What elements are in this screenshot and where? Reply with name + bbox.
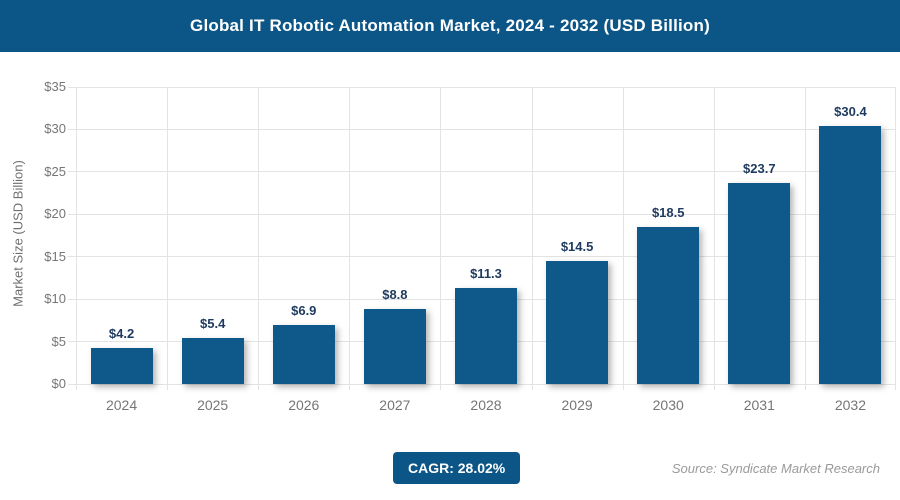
bar-value-label: $30.4 (834, 104, 867, 120)
cagr-badge: CAGR: 28.02% (393, 452, 521, 484)
y-axis-tick-label: $10 (44, 291, 66, 307)
horizontal-gridline (68, 171, 896, 173)
vertical-gridline (622, 87, 624, 390)
chart-title: Global IT Robotic Automation Market, 202… (190, 16, 710, 35)
bar-value-label: $18.5 (651, 205, 685, 221)
vertical-gridline (804, 87, 806, 390)
x-axis-tick-label: 2030 (652, 397, 684, 413)
vertical-gridline (258, 87, 260, 390)
bar-2030 (637, 227, 700, 384)
x-axis-tick-label: 2028 (470, 397, 502, 413)
vertical-gridline (531, 87, 533, 390)
bar-2031 (728, 182, 791, 384)
vertical-gridline (167, 87, 169, 390)
y-axis-tick-label: $30 (44, 121, 66, 137)
y-axis-tick-label: $0 (51, 376, 66, 391)
x-axis-tick-label: 2029 (561, 397, 593, 413)
vertical-gridline (440, 87, 442, 390)
x-axis-tick-label: 2024 (105, 397, 138, 413)
horizontal-gridline (68, 86, 896, 88)
y-axis-tick-label: $5 (51, 333, 66, 349)
y-axis-tick-label: $35 (44, 79, 66, 94)
bar-value-label: $11.3 (470, 266, 502, 282)
vertical-gridline (895, 87, 896, 390)
bar-value-label: $8.8 (382, 287, 408, 303)
horizontal-gridline (68, 256, 896, 258)
x-axis-tick-label: 2026 (288, 397, 320, 413)
y-axis-tick-label: $15 (44, 248, 66, 264)
horizontal-gridline (68, 383, 896, 385)
vertical-gridline (76, 87, 77, 390)
title-bar: Global IT Robotic Automation Market, 202… (0, 0, 900, 52)
bar-2028 (455, 288, 517, 384)
vertical-gridline (713, 87, 715, 390)
horizontal-gridline (68, 128, 896, 130)
bar-value-label: $5.4 (200, 316, 226, 332)
bar-2027 (363, 309, 426, 384)
horizontal-gridline (68, 213, 896, 215)
source-attribution: Source: Syndicate Market Research (671, 461, 880, 476)
x-axis-tick-label: 2027 (379, 397, 411, 413)
x-axis-tick-label: 2025 (197, 397, 229, 413)
bar-chart-plot-area: $0 $5 $10 $15 $20 $25 $30 $35 $4.2 2024 $5.4 2025 $6… (44, 79, 896, 413)
bar-value-label: $6.9 (291, 303, 317, 319)
bar-2029 (546, 260, 609, 384)
y-axis-tick-label: $20 (44, 206, 66, 222)
bar-value-label: $14.5 (560, 238, 594, 254)
bar-2032 (819, 126, 882, 384)
bar-2024 (90, 348, 153, 384)
bar-value-label: $23.7 (743, 160, 776, 176)
x-axis-tick-label: 2032 (834, 397, 866, 413)
bar-2026 (272, 325, 335, 384)
x-axis-tick-label: 2031 (743, 397, 775, 413)
bar-2025 (181, 338, 244, 384)
bar-value-label: $4.2 (108, 326, 135, 342)
y-axis-tick-label: $25 (44, 163, 66, 179)
vertical-gridline (349, 87, 351, 390)
